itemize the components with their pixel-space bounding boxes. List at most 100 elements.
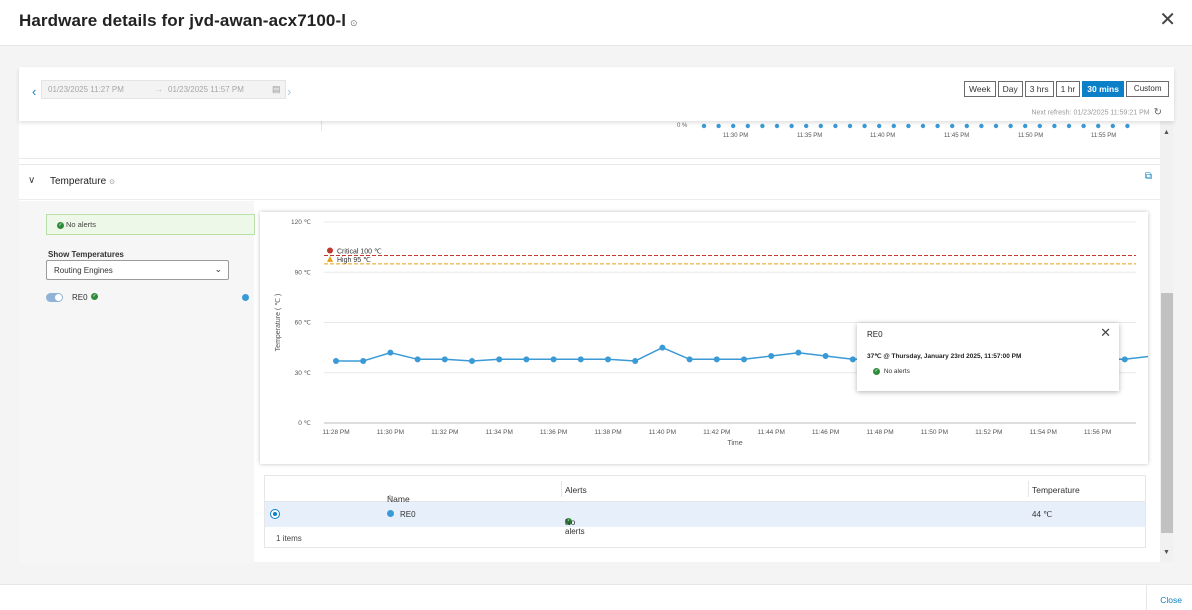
modal-title: Hardware details for jvd-awan-acx7100-l ⊙ (19, 11, 358, 31)
temperature-header[interactable]: ∨ Temperature ⊙ ⧉ (19, 165, 1160, 200)
row-temperature: 44 ℃ (1032, 510, 1053, 519)
row-name: RE0 (400, 510, 416, 519)
help-circle-icon[interactable]: ⊙ (350, 18, 358, 28)
prev-chart-y-label: 0 % (677, 123, 688, 129)
x-tick-label: 11:52 PM (975, 429, 1002, 436)
scroll-up-icon[interactable]: ▲ (1163, 129, 1170, 136)
column-alerts[interactable]: Alerts (565, 485, 587, 495)
prev-data-point (1110, 123, 1115, 129)
time-toolbar: ‹ 01/23/2025 11:27 PM → 01/23/2025 11:57… (19, 67, 1174, 121)
prev-data-point (1066, 123, 1072, 129)
x-tick-label: 11:36 PM (540, 429, 567, 436)
prev-x-tick: 11:40 PM (870, 133, 896, 139)
x-tick-label: 11:34 PM (486, 429, 513, 436)
range-30mins-button[interactable]: 30 mins (1082, 81, 1124, 97)
chevron-down-icon[interactable]: ∨ (28, 175, 36, 186)
column-divider (1028, 481, 1029, 497)
prev-data-point (716, 123, 721, 129)
data-point (469, 358, 475, 365)
data-point (713, 356, 720, 363)
prev-data-point (1125, 123, 1130, 129)
series-color-dot (387, 510, 394, 517)
close-button[interactable]: Close (1160, 595, 1182, 605)
scrollbar-thumb[interactable] (1161, 293, 1173, 533)
range-custom-button[interactable]: Custom (1125, 81, 1170, 97)
chevron-left-icon[interactable]: ‹ (32, 84, 37, 99)
table-row[interactable]: RE0 ✓ No alerts 44 ℃ (265, 502, 1145, 536)
data-point (1121, 356, 1128, 363)
external-link-icon[interactable]: ⧉ (1144, 171, 1152, 182)
check-circle-icon: ✓ (565, 518, 572, 525)
data-point (686, 356, 693, 363)
re0-label: RE0 (72, 293, 88, 302)
sort-icon[interactable]: ⇕ (387, 495, 393, 502)
scrollbar[interactable]: ▲ ▼ (1160, 121, 1174, 562)
prev-data-point (731, 123, 736, 129)
prev-chart-dots (701, 123, 1130, 129)
data-point (849, 356, 856, 363)
prev-x-tick: 11:55 PM (1091, 133, 1117, 139)
table-footer: 1 items (276, 534, 302, 543)
check-circle-icon: ✓ (91, 293, 98, 300)
scroll-down-icon[interactable]: ▼ (1163, 549, 1170, 556)
prev-data-point (979, 123, 984, 129)
prev-data-point (818, 123, 823, 129)
data-point (795, 349, 802, 356)
range-week-button[interactable]: Week (964, 81, 996, 97)
tooltip-alert: ✓ No alerts (873, 368, 910, 375)
close-icon[interactable]: ✕ (1100, 325, 1111, 340)
data-point (741, 356, 747, 363)
data-point (441, 356, 448, 363)
data-point (577, 356, 584, 363)
alert-banner: ✓ No alerts (46, 214, 255, 235)
prev-data-point (760, 123, 765, 129)
re0-toggle[interactable] (46, 293, 63, 302)
column-temperature[interactable]: Temperature (1032, 485, 1080, 495)
alert-status: ✓ No alerts (57, 220, 96, 229)
range-day-button[interactable]: Day (997, 81, 1023, 97)
temperature-type-select[interactable]: Routing Engines ⌄ (46, 260, 229, 280)
data-point (414, 356, 421, 363)
calendar-icon[interactable]: ▤ (272, 84, 281, 94)
x-axis-label: Time (727, 440, 742, 447)
alert-text: No alerts (66, 220, 97, 229)
range-buttons: Week Day 3 hrs 1 hr 30 mins Custom (964, 81, 1170, 97)
data-point (822, 353, 829, 359)
refresh-icon[interactable]: ↻ (1153, 107, 1162, 118)
temperature-table: Name ⇕ Alerts Temperature RE0 ✓ No alerts… (264, 475, 1146, 548)
check-circle-icon: ✓ (57, 221, 64, 229)
x-tick-label: 11:32 PM (431, 429, 458, 436)
prev-data-point (920, 123, 926, 129)
prev-data-point (774, 123, 780, 129)
row-radio[interactable] (270, 509, 280, 519)
tooltip-body: 37℃ @ Thursday, January 23rd 2025, 11:57… (867, 353, 1022, 360)
close-icon[interactable]: ✕ (1159, 9, 1176, 31)
prev-data-point (906, 123, 911, 129)
range-1hr-button[interactable]: 1 hr (1055, 81, 1081, 97)
prev-data-point (745, 123, 750, 129)
prev-data-point (950, 123, 955, 129)
x-tick-label: 11:48 PM (866, 429, 893, 436)
prev-data-point (847, 123, 853, 129)
section-title: Temperature ⊙ (50, 176, 115, 187)
help-circle-icon[interactable]: ⊙ (109, 179, 116, 186)
modal-header: Hardware details for jvd-awan-acx7100-l ⊙… (0, 0, 1192, 46)
prev-x-tick: 11:50 PM (1018, 133, 1044, 139)
prev-data-point (877, 123, 882, 129)
range-3hrs-button[interactable]: 3 hrs (1024, 81, 1054, 97)
table-header: Name ⇕ Alerts Temperature (265, 476, 1145, 504)
x-tick-label: 11:42 PM (703, 429, 730, 436)
data-point (333, 358, 339, 365)
date-range-picker[interactable]: 01/23/2025 11:27 PM → 01/23/2025 11:57 P… (41, 80, 286, 99)
divider (321, 121, 322, 131)
start-date: 01/23/2025 11:27 PM (48, 85, 124, 94)
chart-tooltip: RE0 ✕ 37℃ @ Thursday, January 23rd 2025,… (857, 323, 1119, 391)
arrow-right-icon: → (155, 85, 163, 94)
data-point (550, 356, 557, 363)
data-point (768, 353, 775, 359)
row-alerts-text: No alerts (565, 518, 585, 536)
prev-data-point (789, 123, 794, 129)
x-tick-label: 11:56 PM (1084, 429, 1111, 436)
chevron-right-icon[interactable]: › (287, 84, 292, 99)
prev-data-point (1008, 123, 1013, 129)
